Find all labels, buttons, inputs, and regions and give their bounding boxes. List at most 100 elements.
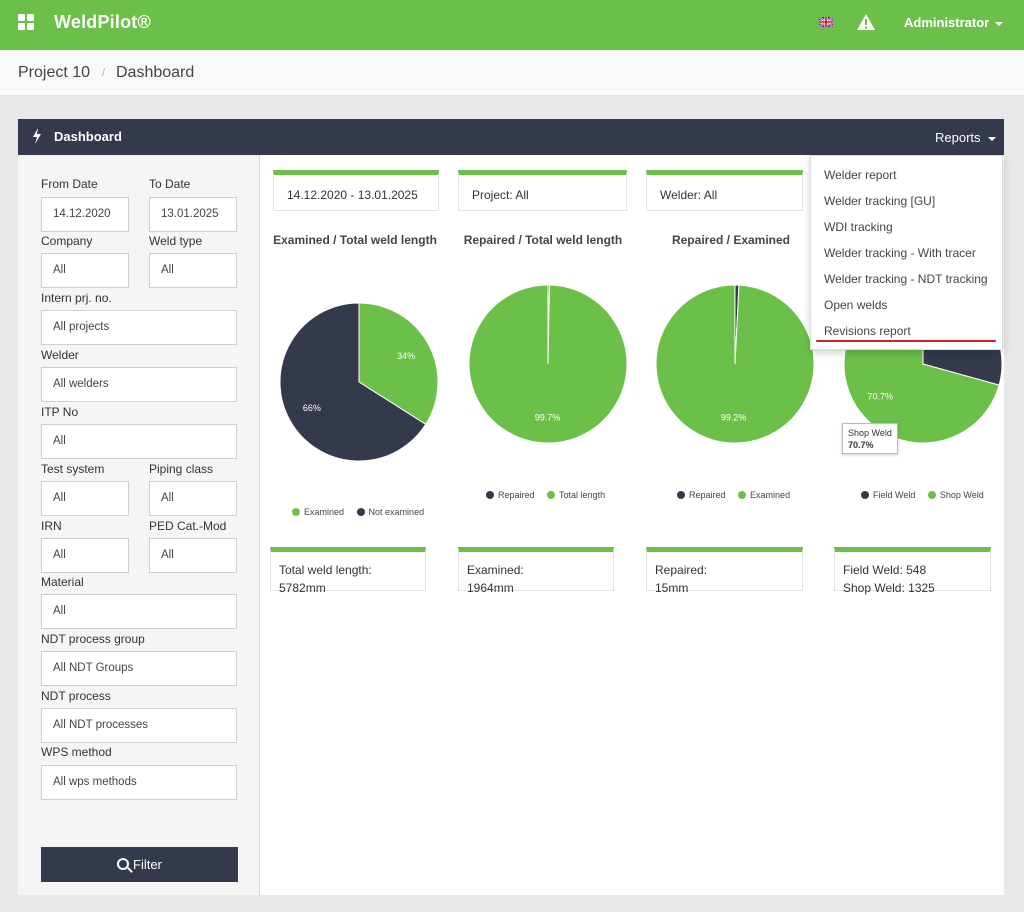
from-date-input[interactable]: 14.12.2020 [41, 197, 129, 232]
ndt-process-label: NDT process [41, 689, 111, 703]
warning-icon[interactable] [856, 13, 876, 31]
legend-examined-total: Examined Not examined [292, 507, 434, 517]
tooltip-name: Shop Weld [848, 428, 892, 438]
bolt-icon [33, 128, 41, 144]
chart-tooltip: Shop Weld 70.7% [842, 423, 898, 454]
highlight-underline [816, 340, 996, 342]
weld-type-label: Weld type [149, 234, 203, 248]
pie-chart-repaired-total: 99.7% [468, 284, 628, 444]
date-range-card: 14.12.2020 - 13.01.2025 [273, 170, 439, 211]
repaired-label: Repaired: [655, 563, 708, 577]
breadcrumb-current: Dashboard [116, 64, 195, 81]
chevron-down-icon [995, 21, 1004, 26]
legend-item[interactable]: Total length [547, 490, 605, 500]
pie-slice-label: 66% [303, 403, 321, 413]
examined-value: 1964mm [467, 581, 514, 595]
total-weld-label: Total weld length: [279, 563, 372, 577]
ndt-group-label: NDT process group [41, 632, 145, 646]
pie-chart-repaired-examined: 99.2% [655, 284, 815, 444]
irn-select[interactable]: All [41, 538, 129, 573]
to-date-input[interactable]: 13.01.2025 [149, 197, 237, 232]
project-card: Project: All [458, 170, 627, 211]
ndt-group-select[interactable]: All NDT Groups [41, 651, 237, 686]
pie-slice-examined[interactable] [655, 284, 815, 444]
intern-prj-select[interactable]: All projects [41, 310, 237, 345]
piping-class-select[interactable]: All [149, 481, 237, 516]
menu-item-welder-tracking-gu[interactable]: Welder tracking [GU] [824, 194, 936, 208]
reports-label: Reports [935, 130, 981, 145]
menu-item-wdi-tracking[interactable]: WDI tracking [824, 220, 893, 234]
apps-icon[interactable] [18, 14, 34, 30]
panel-header: Dashboard Reports [18, 119, 1004, 155]
legend-item[interactable]: Shop Weld [927, 490, 984, 500]
pie-slice-label: 34% [397, 351, 415, 361]
test-system-select[interactable]: All [41, 481, 129, 516]
chart-title-examined-total: Examined / Total weld length [273, 233, 437, 247]
examined-label: Examined: [467, 563, 524, 577]
welder-label: Welder [41, 348, 79, 362]
brand-logo[interactable]: WeldPilot® [54, 12, 151, 32]
pie-slice-label: 99.7% [535, 413, 561, 423]
ndt-process-select[interactable]: All NDT processes [41, 708, 237, 743]
field-shop-card: Field Weld: 548 Shop Weld: 1325 [834, 547, 991, 595]
menu-item-open-welds[interactable]: Open welds [824, 298, 888, 312]
wps-method-label: WPS method [41, 745, 112, 759]
legend-field-shop: Field Weld Shop Weld [861, 490, 994, 500]
material-select[interactable]: All [41, 594, 237, 629]
tooltip-value: 70.7% [848, 440, 874, 450]
ped-cat-select[interactable]: All [149, 538, 237, 573]
legend-repaired-total: Repaired Total length [486, 490, 615, 500]
repaired-value: 15mm [655, 581, 689, 595]
irn-label: IRN [41, 519, 62, 533]
breadcrumb-project[interactable]: Project 10 [18, 64, 91, 81]
pie-slice-total-length[interactable] [468, 284, 628, 444]
shop-weld-count: Shop Weld: 1325 [843, 581, 935, 595]
menu-item-welder-report[interactable]: Welder report [824, 168, 897, 182]
pie-chart-examined-total: 34% 66% [279, 302, 439, 462]
breadcrumb-separator: / [102, 67, 106, 79]
pie-slice-not-examined[interactable] [279, 302, 427, 462]
legend-item[interactable]: Repaired [677, 490, 726, 500]
legend-item[interactable]: Repaired [486, 490, 535, 500]
company-select[interactable]: All [41, 253, 129, 288]
search-icon [117, 858, 129, 870]
chart-title-repaired-total: Repaired / Total weld length [463, 233, 623, 247]
wps-method-select[interactable]: All wps methods [41, 765, 237, 800]
filter-button-label: Filter [133, 857, 162, 872]
filter-button[interactable]: Filter [41, 847, 238, 882]
menu-item-welder-tracking-ndt[interactable]: Welder tracking - NDT tracking [824, 272, 988, 286]
legend-item[interactable]: Examined [292, 507, 344, 517]
itp-no-label: ITP No [41, 405, 79, 419]
company-label: Company [41, 234, 93, 248]
pie-slice-label: 99.2% [721, 413, 747, 423]
panel-title: Dashboard [54, 129, 122, 144]
legend-item[interactable]: Not examined [356, 507, 424, 517]
user-name: Administrator [904, 15, 990, 30]
to-date-label: To Date [149, 177, 191, 191]
legend-item[interactable]: Field Weld [861, 490, 915, 500]
welder-select[interactable]: All welders [41, 367, 237, 402]
intern-prj-label: Intern prj. no. [41, 291, 112, 305]
chart-title-repaired-examined: Repaired / Examined [671, 233, 791, 247]
repaired-card: Repaired: 15mm [646, 547, 803, 595]
field-weld-count: Field Weld: 548 [843, 563, 927, 577]
legend-repaired-examined: Repaired Examined [677, 490, 800, 500]
from-date-label: From Date [41, 177, 98, 191]
test-system-label: Test system [41, 462, 105, 476]
menu-item-welder-tracking-tracer[interactable]: Welder tracking - With tracer [824, 246, 976, 260]
piping-class-label: Piping class [149, 462, 214, 476]
itp-no-select[interactable]: All [41, 424, 237, 459]
weld-type-select[interactable]: All [149, 253, 237, 288]
ped-cat-label: PED Cat.-Mod [149, 519, 227, 533]
menu-item-revisions-report[interactable]: Revisions report [824, 324, 911, 338]
examined-card: Examined: 1964mm [458, 547, 614, 595]
user-menu[interactable]: Administrator [904, 15, 1004, 30]
total-weld-value: 5782mm [279, 581, 326, 595]
pie-slice-label: 70.7% [867, 392, 893, 402]
top-navbar: WeldPilot® Administrator [0, 0, 1024, 50]
uk-flag-icon[interactable] [819, 17, 833, 27]
welder-card: Welder: All [646, 170, 803, 211]
reports-dropdown-button[interactable]: Reports [935, 130, 996, 145]
chevron-down-icon [987, 136, 996, 141]
legend-item[interactable]: Examined [738, 490, 790, 500]
